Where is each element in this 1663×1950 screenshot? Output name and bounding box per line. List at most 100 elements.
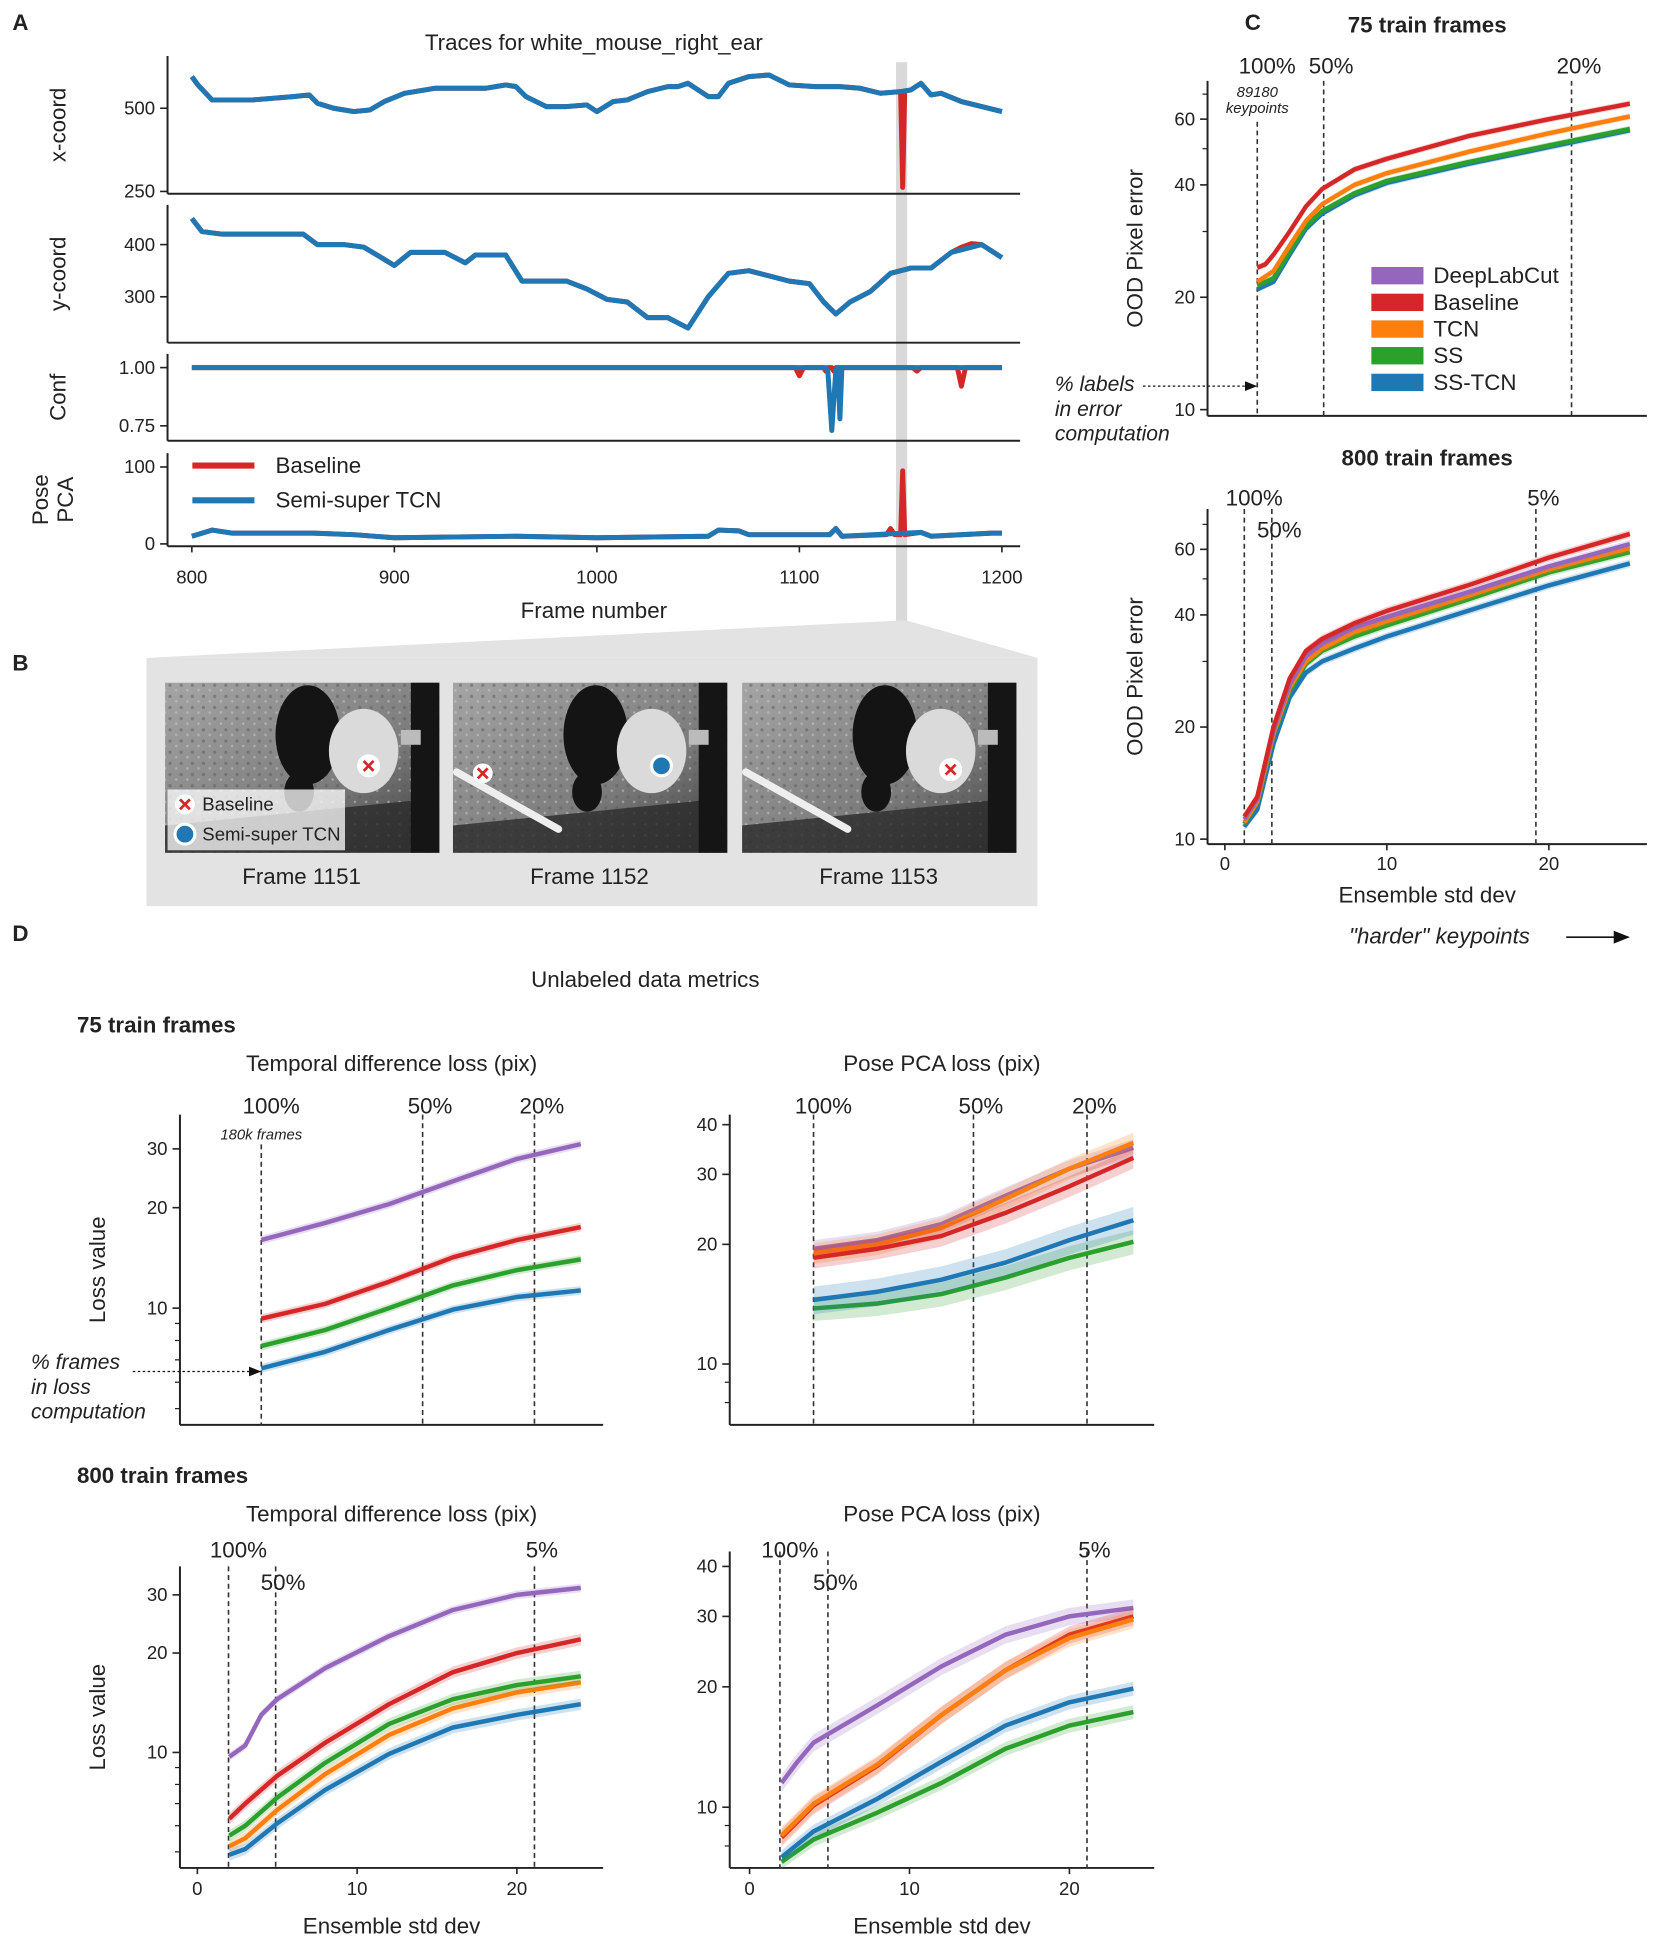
panel-label: B: [12, 650, 28, 675]
baseline-marker: [940, 759, 961, 780]
y-axis-label: OOD Pixel error: [1123, 597, 1148, 756]
y-axis-label: x-coord: [45, 88, 70, 162]
confidence-band: [229, 1583, 581, 1762]
x-tick-label: 20: [507, 1878, 528, 1899]
legend-baseline-icon: [174, 794, 195, 815]
series-line-tcn: [228, 1680, 582, 1849]
threshold-label: 50%: [1309, 53, 1354, 78]
panel-label: D: [12, 921, 28, 946]
video-frame: [452, 682, 728, 853]
confidence-band: [813, 1147, 1134, 1269]
legend-label: Baseline: [276, 453, 362, 478]
series-line-tcn: [779, 1617, 1135, 1838]
chart-title: Pose PCA loss (pix): [843, 1051, 1040, 1076]
y-axis-label: y-coord: [45, 237, 70, 311]
legend-label: Baseline: [202, 794, 273, 815]
tcn-marker: [649, 754, 673, 778]
x-tick-label: 10: [899, 1878, 920, 1899]
y-tick-label: 20: [697, 1676, 718, 1697]
y-tick-label: 10: [697, 1353, 718, 1374]
chart-c2: 800 train frames 60 40 20 10 0 10 20 OOD Pixel e…: [1123, 446, 1647, 948]
series-line-tcn: [813, 1140, 1135, 1256]
side-note: in error: [1055, 398, 1123, 421]
threshold-label: 20%: [1557, 53, 1602, 78]
y-tick-label: 1.00: [119, 357, 155, 378]
row-title-75: 75 train frames: [77, 1013, 236, 1038]
y-tick-label: 10: [147, 1742, 168, 1763]
y-tick-label: 20: [1174, 286, 1195, 307]
y-tick-label: 500: [124, 97, 155, 118]
y-tick-label: 40: [1174, 604, 1195, 625]
confidence-band: [229, 1698, 581, 1861]
chart-title: 75 train frames: [1348, 12, 1507, 37]
series-line-baseline: [813, 1155, 1135, 1261]
x-tick-label: 900: [379, 566, 410, 587]
y-tick-label: 40: [697, 1114, 718, 1135]
threshold-label: 20%: [520, 1093, 565, 1118]
y-axis-label: OOD Pixel error: [1123, 168, 1148, 327]
series-line-ss: [813, 1239, 1134, 1311]
highlight-band: [896, 62, 908, 627]
series-line-baseline: [227, 1637, 582, 1821]
series-line-baseline: [260, 1224, 582, 1321]
series-line-ss: [780, 1709, 1134, 1864]
threshold-note: 89180: [1237, 85, 1279, 101]
series-line-deeplabcut: [779, 1605, 1134, 1785]
x-tick-label: 0: [1220, 853, 1230, 874]
series-line-tcn: [1256, 114, 1631, 284]
y-tick-label: 30: [147, 1138, 168, 1159]
series-line-baseline: [1242, 531, 1631, 818]
x-tick-label: 10: [1377, 853, 1398, 874]
legend-label: SS: [1433, 343, 1463, 368]
series-line-baseline: [1256, 101, 1631, 270]
x-tick-label: 20: [1539, 853, 1560, 874]
chart-d1: Temporal difference loss (pix) 30 20 10 Loss…: [31, 1051, 604, 1426]
frame-legend: [167, 789, 346, 851]
side-note: in loss: [31, 1376, 91, 1399]
confidence-band: [781, 1681, 1134, 1865]
y-tick-label: 60: [1174, 108, 1195, 129]
panel-label: A: [12, 10, 28, 35]
harder-keypoints-note: "harder" keypoints: [1349, 923, 1530, 948]
y-axis-label: Loss value: [85, 1664, 110, 1771]
x-axis-label: Ensemble std dev: [1338, 882, 1516, 907]
y-tick-label: 60: [1174, 539, 1195, 560]
series-line-semi-super-tcn: [191, 365, 1002, 433]
series-line-ss: [1256, 126, 1631, 288]
series-line-deeplabcut: [228, 1585, 582, 1759]
legend-tcn-icon: [173, 822, 197, 846]
chart-a3: 1.00 0.75 Conf: [45, 353, 1021, 442]
y-tick-label: 300: [124, 286, 155, 307]
threshold-label: 5%: [1527, 485, 1559, 510]
y-tick-label: 20: [147, 1642, 168, 1663]
threshold-note: keypoints: [1226, 101, 1289, 117]
x-tick-label: 20: [1059, 1878, 1080, 1899]
legend-swatch: [1371, 320, 1424, 338]
series-line-ss-tcn: [228, 1701, 582, 1857]
baseline-marker: [358, 755, 379, 776]
chart-title: 800 train frames: [1342, 446, 1513, 471]
threshold-label: 5%: [526, 1538, 558, 1563]
y-axis-label: Loss value: [85, 1216, 110, 1323]
confidence-band: [813, 1139, 1134, 1258]
chart-d3: Temporal difference loss (pix) 30 20 10 0 10 2…: [85, 1502, 604, 1939]
chart-a2: 400 300 y-coord: [45, 204, 1021, 344]
y-tick-label: 250: [124, 181, 155, 202]
series-line-baseline: [189, 216, 1004, 331]
y-tick-label: 30: [697, 1606, 718, 1627]
threshold-label: 5%: [1078, 1538, 1110, 1563]
x-tick-label: 1100: [779, 566, 819, 587]
y-tick-label: 10: [147, 1297, 168, 1318]
legend-label: TCN: [1433, 316, 1479, 341]
x-axis-label: Frame number: [521, 598, 668, 623]
series-line-ss: [228, 1674, 582, 1838]
y-axis-label: Conf: [45, 373, 70, 421]
legend-swatch: [1371, 373, 1424, 392]
side-note: % labels: [1055, 373, 1135, 396]
threshold-label: 100%: [210, 1538, 267, 1563]
confidence-band: [813, 1132, 1134, 1264]
y-tick-label: 20: [697, 1234, 718, 1255]
x-axis-label: Ensemble std dev: [303, 1914, 481, 1939]
